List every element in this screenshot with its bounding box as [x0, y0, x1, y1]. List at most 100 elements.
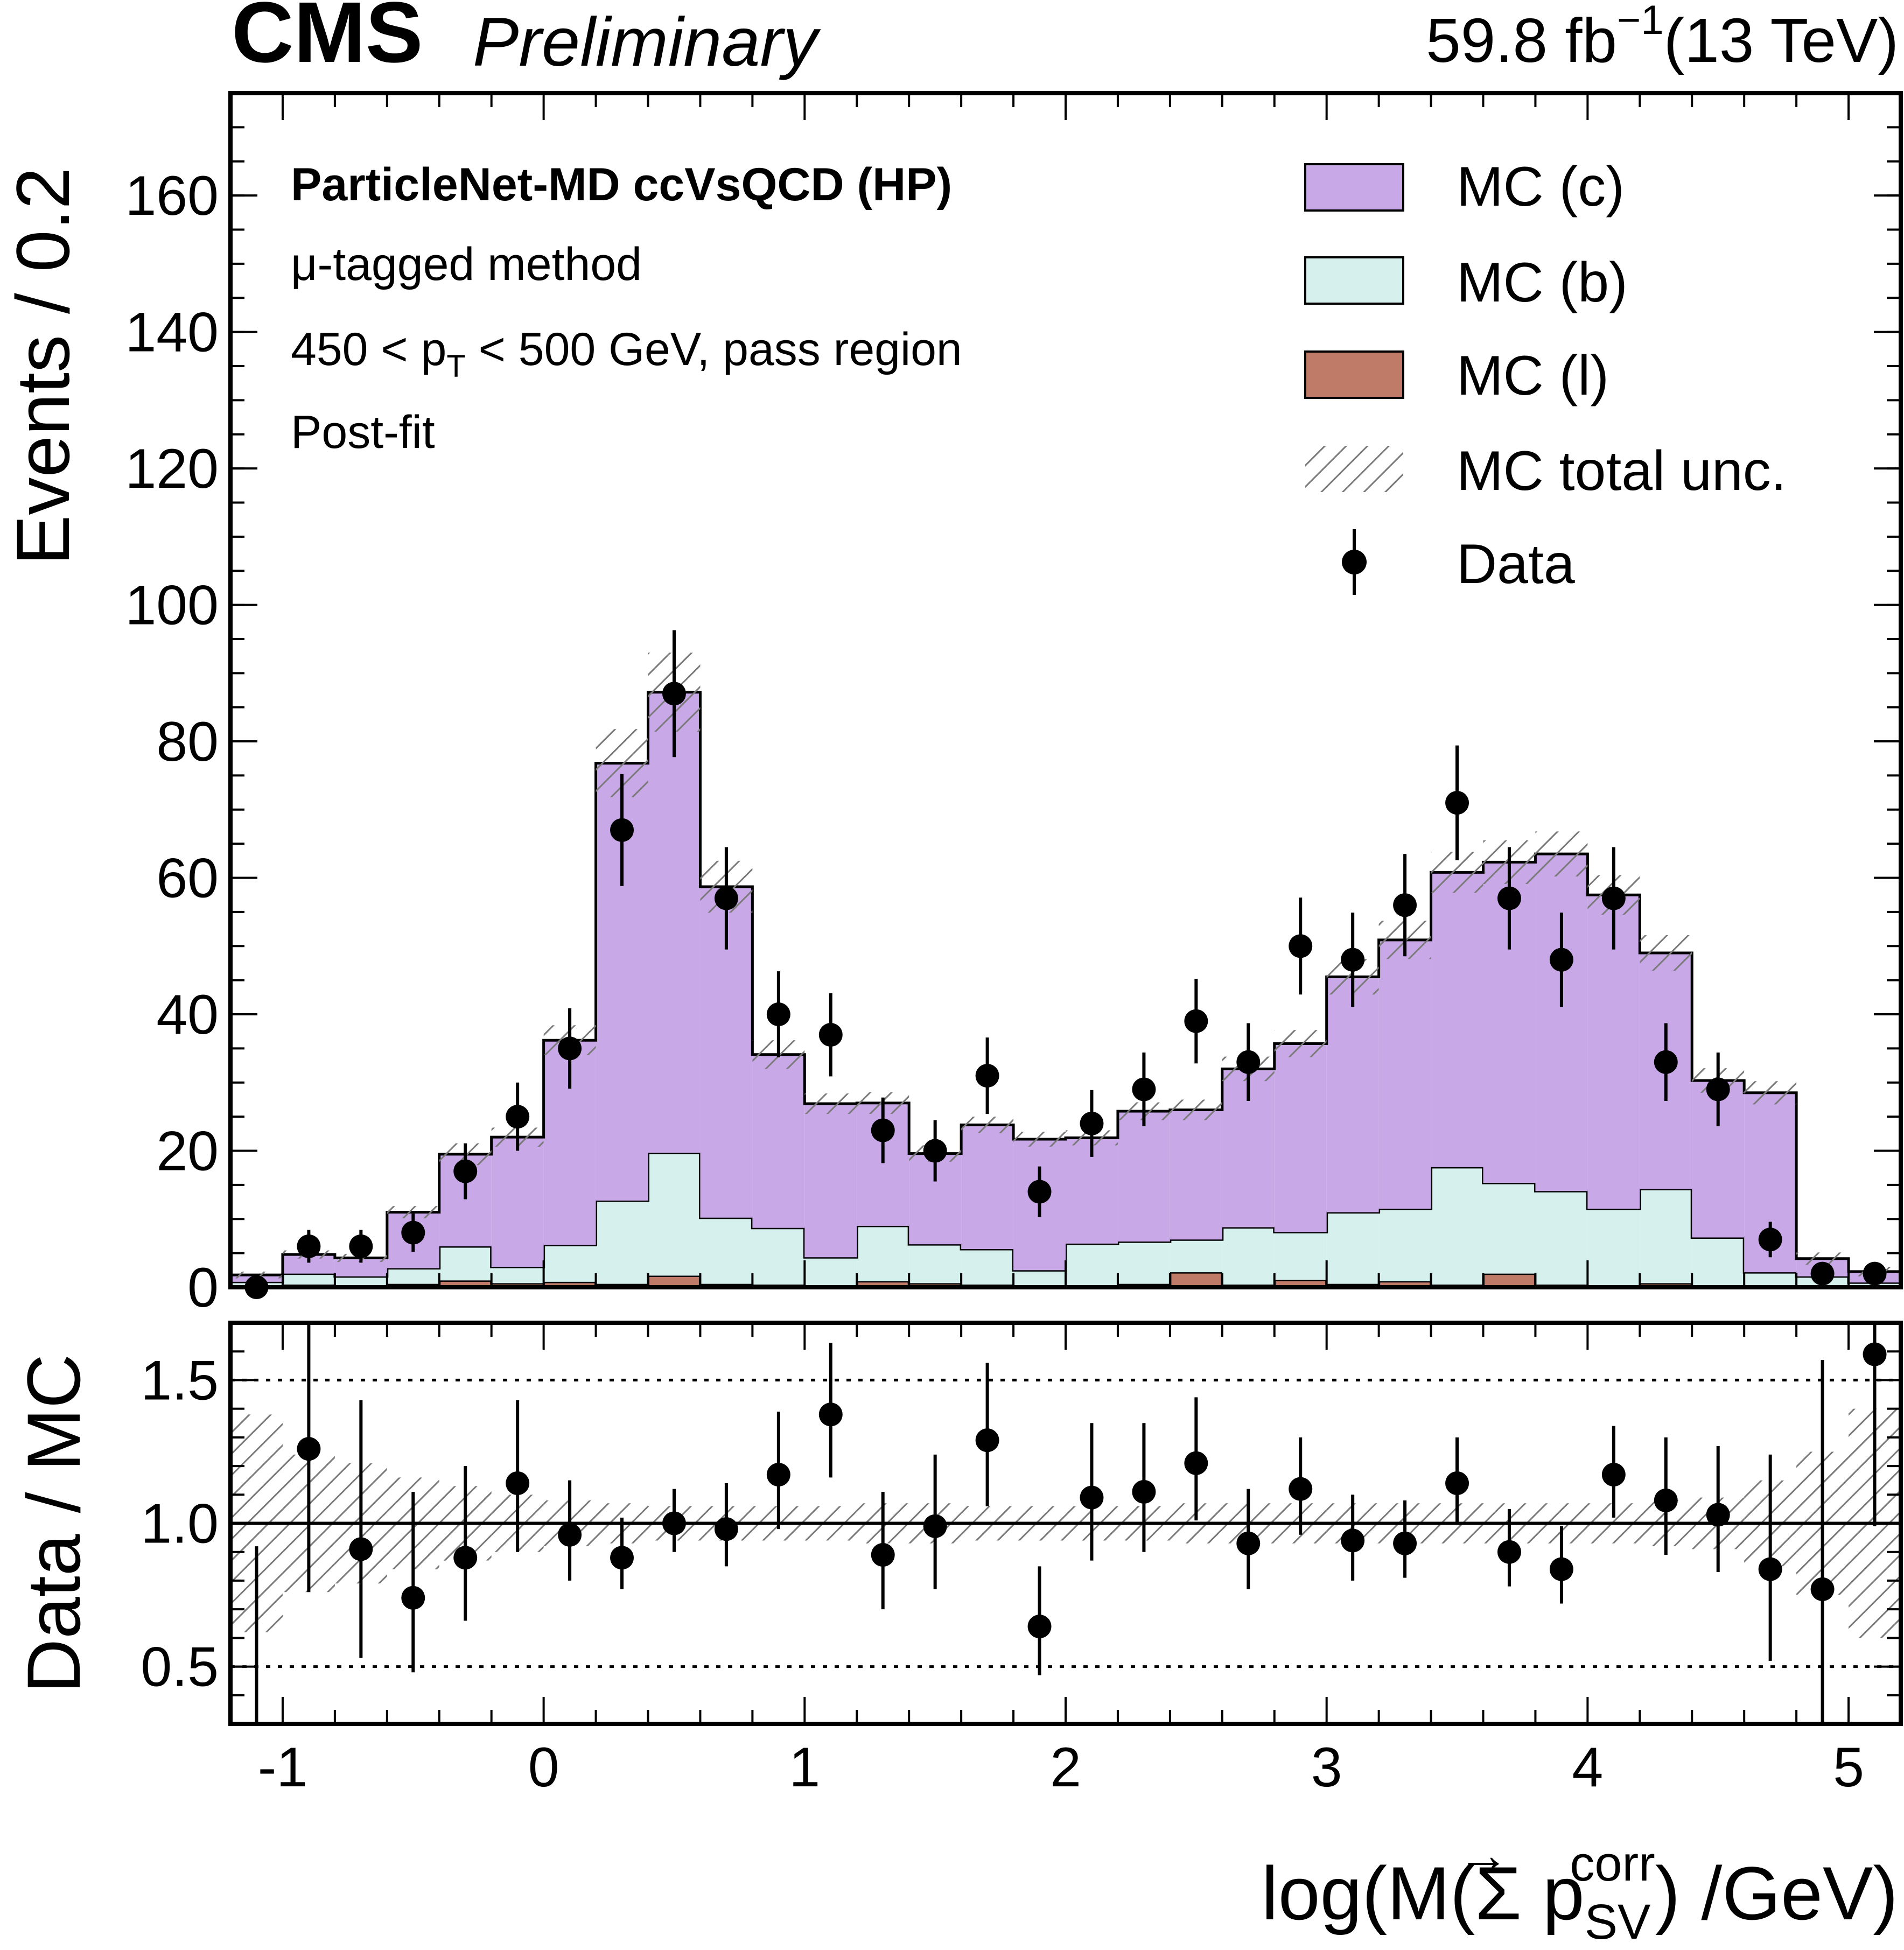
data-point-16: [1080, 1111, 1104, 1135]
unc-band-15: [1013, 1132, 1066, 1147]
bar-mcb-13: [909, 1244, 962, 1283]
data-point-27: [1654, 1050, 1678, 1074]
main-axes: 0 20 40 60 80 100 120 140 160: [125, 91, 1903, 1319]
bar-mcc-8: [648, 692, 701, 1153]
bar-mcl-6: [543, 1281, 596, 1287]
bar-mcc-18: [1170, 1110, 1222, 1240]
data-point-18: [1184, 1009, 1208, 1033]
bar-mcc-11: [804, 1104, 857, 1258]
bar-mcl-24: [1483, 1273, 1536, 1287]
bar-mcb-23: [1431, 1167, 1483, 1285]
y-tick-label: 1.0: [141, 1493, 219, 1555]
data-point-26: [1601, 886, 1626, 910]
unc-band-27: [1640, 935, 1692, 971]
data-point-5: [506, 1105, 530, 1129]
method-label: μ-tagged method: [291, 239, 642, 290]
bar-mcb-3: [387, 1268, 439, 1284]
y-tick-label: 20: [156, 1120, 219, 1183]
data-point-10: [766, 1002, 790, 1027]
lumi-value: 59.8 fb: [1426, 5, 1617, 75]
legend-label-data: Data: [1457, 533, 1575, 595]
xlabel-vector-arrow: →: [1458, 1826, 1509, 1884]
legend-data-marker: [1342, 550, 1367, 574]
ratio-point-16: [1080, 1485, 1104, 1510]
ratio-point-4: [453, 1546, 478, 1570]
legend: MC (c) MC (b) MC (l) MC total unc. Data: [1304, 156, 1787, 595]
main-stack: [230, 691, 1901, 1287]
ratio-point-1: [297, 1437, 321, 1461]
data-point-15: [1027, 1180, 1052, 1204]
unc-band-20: [1274, 1030, 1327, 1057]
data-point-3: [401, 1220, 425, 1245]
y-tick-label: 120: [125, 438, 219, 500]
data-point-1: [297, 1234, 321, 1258]
data-point-24: [1497, 886, 1521, 910]
y-tick-label: 0: [187, 1257, 219, 1319]
legend-label-b: MC (b): [1457, 251, 1628, 314]
tagger-label: ParticleNet-MD ccVsQCD (HP): [291, 159, 952, 211]
ratio-point-23: [1445, 1471, 1469, 1495]
xlabel-sub: SV: [1585, 1895, 1651, 1949]
bar-mcb-11: [804, 1257, 857, 1286]
bar-mcb-20: [1274, 1232, 1327, 1280]
data-point-13: [923, 1139, 947, 1163]
bar-mcb-5: [491, 1266, 544, 1283]
y-tick-label: 1.5: [141, 1349, 219, 1412]
bar-mcb-18: [1170, 1239, 1222, 1273]
unc-band-3: [387, 1206, 439, 1218]
bar-mcc-10: [752, 1054, 805, 1228]
data-point-23: [1445, 791, 1469, 815]
unc-band-18: [1170, 1099, 1222, 1120]
unc-band-30: [1796, 1252, 1849, 1265]
y-tick-label: 60: [156, 847, 219, 910]
main-data-points: [244, 630, 1887, 1299]
experiment-label: CMS: [232, 0, 423, 80]
bar-mcc-21: [1326, 977, 1379, 1212]
y-tick-label: 80: [156, 711, 219, 773]
bar-mcb-26: [1587, 1209, 1640, 1286]
ratio-ylabel: Data / MC: [11, 1354, 96, 1693]
bar-mcl-18: [1170, 1272, 1222, 1287]
pt-region-label: 450 < pT < 500 GeV, pass region: [291, 324, 962, 384]
ratio-point-27: [1654, 1488, 1678, 1512]
unc-band-29: [1744, 1081, 1797, 1105]
bar-mcc-23: [1431, 872, 1483, 1167]
bar-mcb-6: [543, 1245, 596, 1282]
postfit-label: Post-fit: [291, 406, 435, 458]
data-point-8: [662, 682, 686, 706]
bar-mcb-25: [1535, 1191, 1588, 1285]
ratio-axes: 0.5 1.0 1.5 -1 0 1 2 3 4 5: [141, 1321, 1903, 1799]
ratio-point-24: [1497, 1540, 1521, 1564]
legend-label-c: MC (c): [1457, 156, 1625, 218]
data-point-20: [1289, 934, 1313, 958]
ratio-point-28: [1706, 1503, 1730, 1527]
ratio-point-11: [818, 1402, 843, 1427]
bar-mcb-21: [1326, 1212, 1379, 1284]
ratio-point-19: [1236, 1531, 1261, 1555]
unc-band-25: [1535, 831, 1588, 877]
ratio-point-5: [506, 1471, 530, 1495]
xlabel-sup: corr: [1570, 1836, 1655, 1891]
legend-label-unc: MC total unc.: [1457, 440, 1787, 502]
bar-mcl-8: [648, 1275, 701, 1287]
bar-mcb-15: [1013, 1270, 1066, 1286]
legend-label-l: MC (l): [1457, 345, 1609, 407]
unc-band-14: [961, 1117, 1014, 1133]
unc-band-0: [230, 1271, 283, 1279]
ratio-point-22: [1393, 1531, 1417, 1555]
ratio-point-20: [1289, 1477, 1313, 1501]
bar-mcc-17: [1117, 1111, 1170, 1242]
bar-mcb-4: [439, 1246, 492, 1281]
ratio-point-17: [1132, 1479, 1156, 1504]
legend-swatch-c: [1304, 163, 1404, 212]
y-tick-label: 160: [125, 165, 219, 227]
ratio-point-3: [401, 1586, 425, 1610]
ratio-data-points: [255, 1323, 1887, 1724]
bar-mcc-25: [1535, 854, 1588, 1191]
legend-swatch-unc: [1305, 446, 1403, 492]
ratio-point-10: [766, 1463, 790, 1487]
ratio-reference-lines: [230, 1378, 1901, 1668]
y-tick-label: 0.5: [141, 1636, 219, 1699]
ratio-point-13: [923, 1514, 947, 1538]
